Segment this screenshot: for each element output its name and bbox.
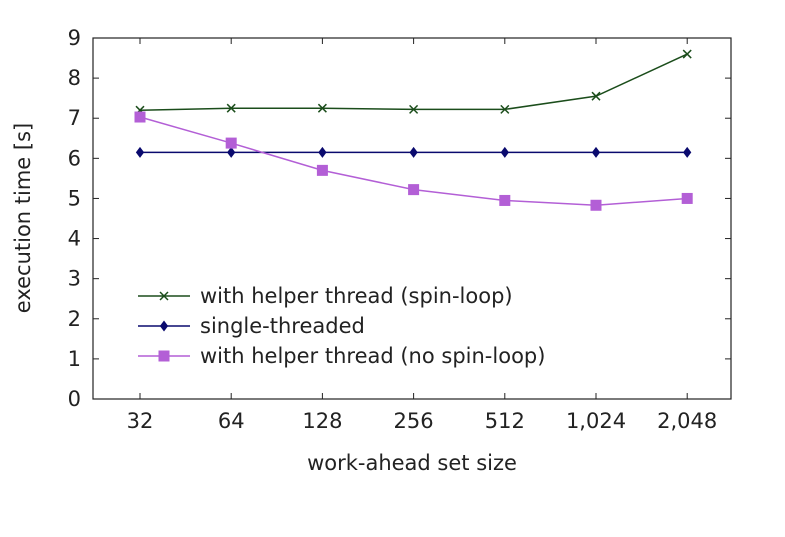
data-point-diamond (500, 146, 509, 158)
legend: with helper thread (spin-loop) single-thr… (138, 284, 545, 368)
x-tick-label: 64 (218, 409, 245, 433)
x-tick-label: 512 (485, 409, 525, 433)
data-point-diamond (409, 146, 418, 158)
data-point-x (159, 291, 169, 301)
y-axis-title: execution time [s] (11, 123, 35, 313)
series-1 (135, 146, 692, 158)
data-point-x (226, 103, 236, 113)
data-point-x (682, 49, 692, 59)
x-tick-label: 32 (127, 409, 154, 433)
data-point-diamond (318, 146, 327, 158)
y-axis: 0 1 2 3 4 5 6 7 8 9 (68, 26, 731, 411)
data-point-square (158, 350, 170, 362)
series-0 (135, 49, 692, 115)
legend-label: with helper thread (no spin-loop) (200, 344, 545, 368)
y-tick-label: 4 (68, 227, 81, 251)
legend-entry: with helper thread (spin-loop) (138, 284, 513, 308)
data-point-diamond (159, 320, 169, 332)
data-point-square (408, 184, 420, 196)
y-tick-label: 6 (68, 146, 81, 170)
x-axis: 32 64 128 256 512 1,024 2,048 (127, 38, 717, 433)
series-2 (134, 111, 693, 211)
data-point-x (500, 104, 510, 114)
y-tick-label: 3 (68, 267, 81, 291)
y-tick-label: 0 (68, 387, 81, 411)
legend-label: with helper thread (spin-loop) (200, 284, 513, 308)
y-tick-label: 7 (68, 106, 81, 130)
data-point-diamond (591, 146, 601, 158)
legend-entry: single-threaded (138, 314, 365, 338)
data-point-x (591, 91, 601, 101)
series-line (139, 53, 688, 111)
data-point-square (499, 194, 511, 206)
data-point-square (134, 111, 146, 123)
data-point-diamond (683, 146, 692, 158)
data-point-x (317, 103, 327, 113)
data-point-diamond (227, 146, 236, 158)
y-tick-label: 5 (68, 186, 81, 210)
y-tick-label: 2 (68, 307, 81, 331)
data-point-square (316, 164, 328, 176)
y-tick-label: 8 (68, 66, 81, 90)
series-layer (134, 49, 693, 211)
y-tick-label: 1 (68, 347, 81, 371)
data-point-x (409, 104, 419, 114)
data-point-square (590, 199, 602, 211)
x-tick-label: 1,024 (566, 409, 626, 433)
x-tick-label: 128 (302, 409, 342, 433)
plot-frame (92, 37, 732, 400)
data-point-square (225, 137, 237, 149)
data-point-diamond (135, 146, 145, 158)
legend-label: single-threaded (200, 314, 365, 338)
x-tick-label: 2,048 (657, 409, 717, 433)
x-tick-label: 256 (394, 409, 434, 433)
legend-entry: with helper thread (no spin-loop) (138, 344, 545, 368)
data-point-square (681, 192, 693, 204)
y-tick-label: 9 (68, 26, 81, 50)
x-axis-title: work-ahead set size (307, 451, 517, 475)
